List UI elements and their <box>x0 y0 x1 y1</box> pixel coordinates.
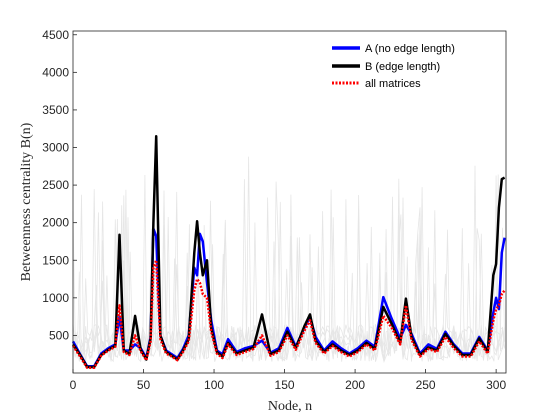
y-axis-ticks: 500 1000 1500 2000 2500 3000 3500 4000 4500 <box>42 28 77 342</box>
y-tick-label: 500 <box>49 328 69 342</box>
axes-box <box>72 30 507 374</box>
x-tick-label: 50 <box>137 378 151 392</box>
x-axis-label: Node, n <box>268 399 312 414</box>
y-tick-label: 2000 <box>42 216 69 230</box>
x-tick-label: 300 <box>486 378 506 392</box>
y-axis-label: Betweenness centrality B(n) <box>19 122 34 281</box>
y-tick-label: 4000 <box>42 65 69 79</box>
series-lines <box>71 134 506 369</box>
legend: A (no edge length) B (edge length) all m… <box>321 36 503 96</box>
x-axis-ticks: 0 50 100 150 200 250 300 <box>70 369 506 392</box>
legend-label-all: all matrices <box>365 78 421 90</box>
x-tick-label: 250 <box>416 378 436 392</box>
y-tick-label: 4500 <box>42 28 69 42</box>
background-matrix-trace <box>72 156 505 363</box>
y-tick-label: 1000 <box>42 291 69 305</box>
x-tick-label: 200 <box>345 378 365 392</box>
y-tick-label: 3000 <box>42 141 69 155</box>
x-tick-label: 0 <box>70 378 77 392</box>
x-tick-label: 100 <box>204 378 224 392</box>
legend-label-b: B (edge length) <box>365 61 440 73</box>
y-tick-label: 3500 <box>42 103 69 117</box>
x-tick-label: 150 <box>275 378 295 392</box>
y-tick-label: 1500 <box>42 253 69 267</box>
y-tick-label: 2500 <box>42 178 69 192</box>
series-line-all <box>71 259 506 369</box>
legend-label-a: A (no edge length) <box>365 43 455 55</box>
